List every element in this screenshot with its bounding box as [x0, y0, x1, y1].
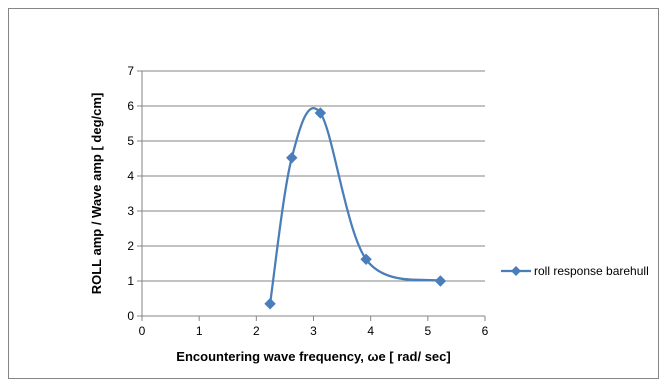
- x-tick-label: 4: [367, 324, 374, 338]
- chart-frame: 0 1 2 3 4 5 6 7 0 1 2 3 4 5 6 Encountering wave frequen…: [8, 8, 659, 379]
- y-tick-label: 2: [127, 239, 134, 253]
- y-tick-label: 7: [127, 64, 134, 78]
- data-point: [264, 298, 276, 310]
- y-tick-label: 0: [127, 309, 134, 323]
- data-point: [286, 152, 298, 164]
- x-tick-label: 0: [139, 324, 146, 338]
- y-tick-label: 6: [127, 99, 134, 113]
- y-tick-label: 1: [127, 274, 134, 288]
- x-tick-label: 1: [196, 324, 203, 338]
- x-tick-label: 6: [482, 324, 489, 338]
- x-tick-label: 5: [424, 324, 431, 338]
- y-axis-title: ROLL amp / Wave amp [ deg/cm]: [89, 93, 104, 295]
- y-tick-label: 4: [127, 169, 134, 183]
- data-point: [434, 275, 447, 287]
- legend-marker: [511, 266, 521, 276]
- x-axis-title: Encountering wave frequency, ωe [ rad/ s…: [176, 349, 450, 364]
- x-tick-label: 3: [310, 324, 317, 338]
- series-line: [268, 106, 441, 304]
- y-tick-label: 3: [127, 204, 134, 218]
- y-tick-label: 5: [127, 134, 134, 148]
- x-tick-label: 2: [253, 324, 260, 338]
- legend-label: roll response barehull: [534, 264, 649, 278]
- data-point: [314, 107, 327, 119]
- chart-plot: 0 1 2 3 4 5 6 7 0 1 2 3 4 5 6 Encountering wave frequen…: [89, 64, 649, 364]
- data-point: [360, 253, 372, 266]
